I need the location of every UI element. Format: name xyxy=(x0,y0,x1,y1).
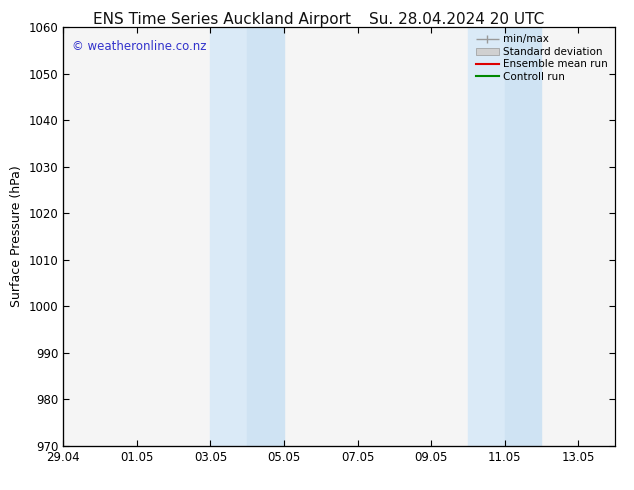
Legend: min/max, Standard deviation, Ensemble mean run, Controll run: min/max, Standard deviation, Ensemble me… xyxy=(474,32,610,84)
Y-axis label: Surface Pressure (hPa): Surface Pressure (hPa) xyxy=(10,166,23,307)
Bar xyxy=(505,27,541,446)
Bar xyxy=(210,27,247,446)
Text: ENS Time Series Auckland Airport: ENS Time Series Auckland Airport xyxy=(93,12,351,27)
Text: Su. 28.04.2024 20 UTC: Su. 28.04.2024 20 UTC xyxy=(369,12,544,27)
Bar xyxy=(468,27,505,446)
Text: © weatheronline.co.nz: © weatheronline.co.nz xyxy=(72,40,206,52)
Bar xyxy=(247,27,284,446)
